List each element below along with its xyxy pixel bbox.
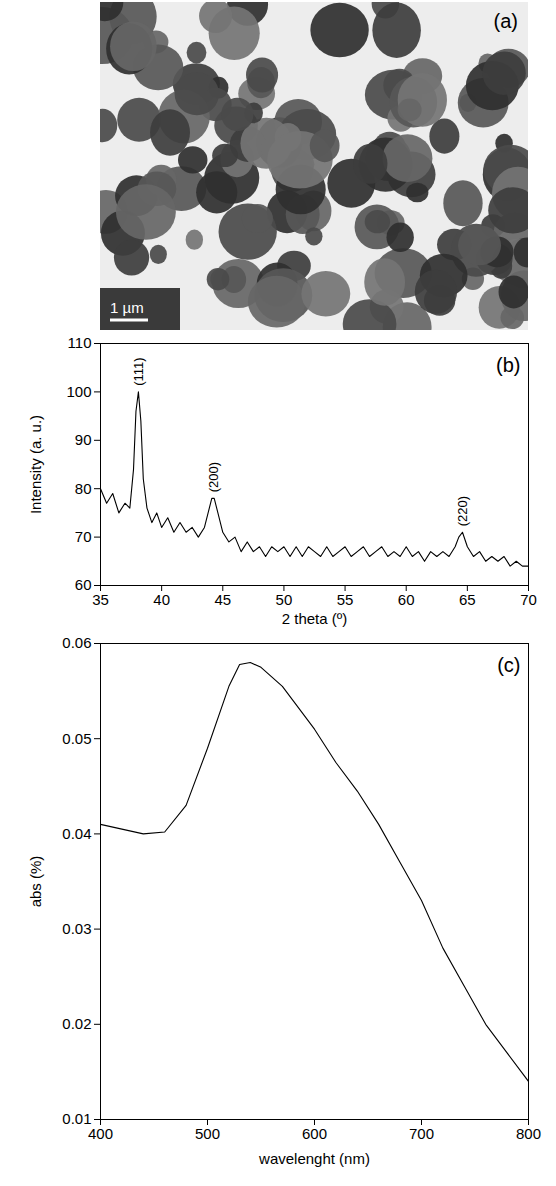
svg-text:Intensity (a. u.): Intensity (a. u.) xyxy=(27,415,44,514)
svg-text:0.02: 0.02 xyxy=(62,1015,91,1032)
svg-text:100: 100 xyxy=(66,383,91,400)
svg-text:400: 400 xyxy=(88,1125,113,1142)
svg-text:90: 90 xyxy=(75,431,92,448)
svg-text:65: 65 xyxy=(459,591,476,608)
svg-text:wavelenght (nm): wavelenght (nm) xyxy=(258,1150,370,1167)
svg-text:80: 80 xyxy=(75,480,92,497)
svg-text:500: 500 xyxy=(195,1125,220,1142)
svg-text:(b): (b) xyxy=(496,354,520,376)
svg-text:50: 50 xyxy=(276,591,293,608)
svg-text:60: 60 xyxy=(75,576,92,593)
svg-text:0.03: 0.03 xyxy=(62,920,91,937)
svg-text:55: 55 xyxy=(337,591,354,608)
svg-text:abs (%): abs (%) xyxy=(27,856,44,908)
svg-text:40: 40 xyxy=(153,591,170,608)
svg-text:35: 35 xyxy=(92,591,109,608)
svg-text:600: 600 xyxy=(302,1125,327,1142)
svg-text:(200): (200) xyxy=(206,462,221,492)
svg-text:800: 800 xyxy=(516,1125,541,1142)
svg-text:(220): (220) xyxy=(455,496,470,526)
svg-text:(c): (c) xyxy=(497,654,520,676)
svg-text:45: 45 xyxy=(214,591,231,608)
svg-text:(a): (a) xyxy=(494,10,518,32)
svg-text:0.06: 0.06 xyxy=(62,635,91,651)
svg-text:70: 70 xyxy=(75,528,92,545)
svg-text:1 µm: 1 µm xyxy=(110,299,144,316)
svg-text:110: 110 xyxy=(68,335,92,351)
svg-text:60: 60 xyxy=(398,591,415,608)
svg-text:2 theta (º): 2 theta (º) xyxy=(282,610,348,627)
svg-text:0.05: 0.05 xyxy=(62,730,91,747)
svg-text:0.04: 0.04 xyxy=(62,825,91,842)
svg-text:0.01: 0.01 xyxy=(62,1110,92,1128)
svg-text:(111): (111) xyxy=(131,357,146,385)
svg-text:700: 700 xyxy=(409,1125,434,1142)
svg-text:70: 70 xyxy=(520,591,537,608)
